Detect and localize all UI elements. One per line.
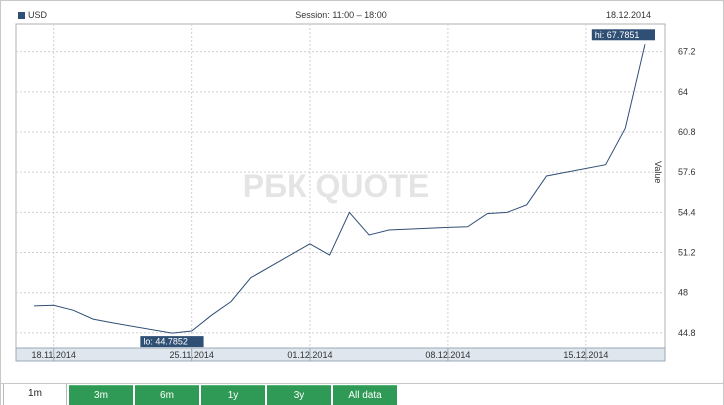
plot-area	[15, 23, 666, 349]
tab-1y[interactable]: 1y	[201, 385, 265, 405]
legend-swatch	[18, 11, 25, 19]
tab-1m[interactable]: 1m	[3, 384, 67, 405]
y-tick-label: 57.6	[678, 167, 696, 177]
x-axis-bar	[15, 347, 666, 362]
hi-label: hi: 67.7851	[595, 30, 640, 40]
y-tick-label: 54.4	[678, 207, 696, 217]
y-tick-label: 51.2	[678, 248, 696, 258]
y-tick-label: 67.2	[678, 47, 696, 57]
legend-label: USD	[28, 10, 48, 20]
tab-3y[interactable]: 3y	[267, 385, 331, 405]
x-tick-label: 15.12.2014	[563, 350, 608, 360]
x-tick-label: 18.11.2014	[32, 350, 76, 360]
period-tabs: 1m 3m 6m 1y 3y All data	[1, 383, 724, 405]
y-tick-label: 48	[678, 288, 688, 298]
tab-all-data[interactable]: All data	[333, 385, 397, 405]
watermark: РБК QUOTE	[243, 168, 430, 204]
x-tick-label: 01.12.2014	[287, 350, 332, 360]
y-axis-label: Value	[653, 161, 663, 183]
lo-label-box	[140, 336, 204, 348]
usd-series-line	[33, 44, 646, 334]
legend: USD	[18, 10, 47, 20]
current-date: 18.12.2014	[605, 10, 651, 20]
y-tick-label: 64	[678, 87, 688, 97]
tab-6m[interactable]: 6m	[135, 385, 199, 405]
session-info: Session: 11:00 – 18:00	[295, 10, 387, 20]
tab-3m[interactable]: 3m	[69, 385, 133, 405]
hi-label-box	[591, 29, 655, 41]
y-tick-label: 60.8	[678, 127, 696, 137]
x-tick-label: 25.11.2014	[169, 350, 213, 360]
price-chart: РБК QUOTE 44.8 48 51.2 54.4 57.6 60.8 64 67.2 V…	[15, 23, 696, 362]
x-tick-label: 08.12.2014	[425, 350, 470, 360]
y-tick-label: 44.8	[678, 328, 696, 338]
lo-label: lo: 44.7852	[143, 337, 188, 347]
